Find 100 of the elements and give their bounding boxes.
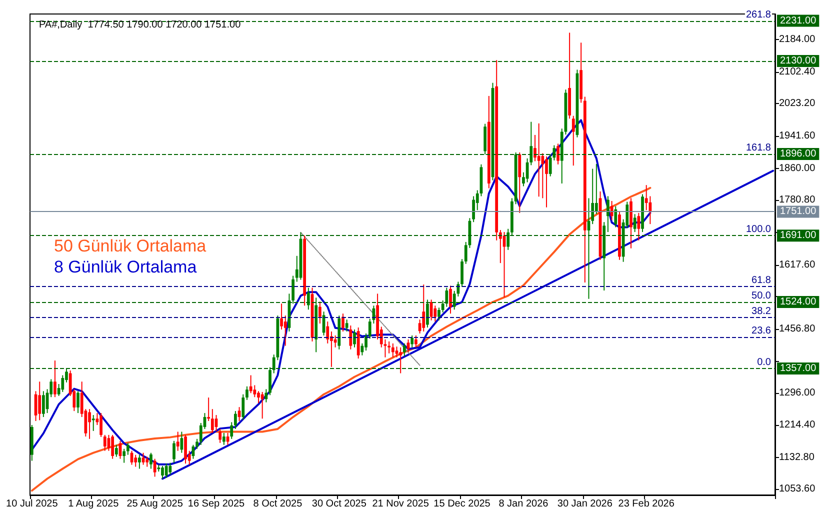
y-tick-label: 1132.80 <box>779 452 815 464</box>
candlestick <box>180 431 184 454</box>
ref-line-label: 1691.00 <box>780 230 817 242</box>
candlestick <box>460 258 464 288</box>
candlestick <box>353 328 356 348</box>
candlestick <box>176 431 180 452</box>
candlestick <box>402 342 406 357</box>
candlestick <box>633 214 636 233</box>
candlestick <box>306 287 310 310</box>
x-tick-label: 8 Oct 2025 <box>253 498 303 510</box>
y-tick-label: 2102.40 <box>779 66 816 78</box>
candlestick <box>218 428 222 444</box>
candlestick <box>556 143 560 165</box>
candlestick <box>472 196 475 223</box>
candlestick <box>449 285 452 314</box>
candlestick <box>364 332 368 352</box>
ref-line-label: 1524.00 <box>780 296 817 308</box>
candlestick <box>614 206 618 228</box>
candlestick <box>545 156 548 208</box>
y-tick-label: 1053.60 <box>779 484 816 495</box>
candlestick <box>422 284 426 332</box>
candlestick <box>426 299 429 328</box>
x-tick-label: 21 Nov 2025 <box>372 498 430 510</box>
candlestick <box>142 452 145 466</box>
candlestick <box>88 408 91 440</box>
candlestick <box>506 228 510 250</box>
candlestick <box>196 438 198 450</box>
x-tick-label: 16 Sep 2025 <box>188 498 246 510</box>
candlestick <box>161 465 164 480</box>
line-series <box>30 186 652 492</box>
candlestick <box>114 444 118 458</box>
annotation: 0.0 <box>757 356 772 368</box>
x-tick-label: 8 Jan 2026 <box>498 498 549 510</box>
y-tick-label: 1456.80 <box>779 323 816 334</box>
candlestick <box>126 442 130 456</box>
candlestick <box>230 422 234 440</box>
x-tick-label: 15 Dec 2025 <box>434 498 491 510</box>
x-tick-label: 23 Feb 2026 <box>618 498 675 510</box>
candlestick <box>122 448 126 464</box>
ref-line-label: 1751.00 <box>780 206 817 218</box>
candlestick <box>534 134 536 162</box>
x-tick-label: 1 Aug 2025 <box>68 498 120 510</box>
y-tick-label: 2184.00 <box>779 34 816 45</box>
y-tick-label: 1780.80 <box>779 194 816 206</box>
y-tick-label: 1860.00 <box>779 162 816 174</box>
candlestick <box>349 325 352 350</box>
candlestick <box>410 334 414 348</box>
candlestick <box>38 381 42 421</box>
y-tick-label: 1941.60 <box>779 130 816 142</box>
candlestick <box>606 196 610 233</box>
ref-line-label: 2130.00 <box>780 55 817 66</box>
candlestick <box>172 440 176 464</box>
annotation: 261.8 <box>746 9 772 20</box>
candlestick <box>318 301 322 324</box>
annotation: 50.0 <box>752 290 772 302</box>
x-tick-label: 30 Oct 2025 <box>312 498 367 510</box>
candlestick <box>268 366 272 396</box>
candlestick <box>280 303 283 330</box>
text: 50 Günlük Ortalama <box>54 236 207 256</box>
candlestick <box>264 388 268 403</box>
candlestick <box>92 414 95 432</box>
candlestick <box>438 307 440 321</box>
candlestick <box>246 386 248 400</box>
candlestick <box>164 463 168 478</box>
candlestick <box>134 454 138 468</box>
candlestick <box>61 374 64 392</box>
candlestick <box>100 412 102 438</box>
text: 8 Günlük Ortalama <box>54 258 198 277</box>
candlestick <box>103 434 106 452</box>
candlestick <box>184 434 187 464</box>
y-tick-label: 2023.20 <box>779 98 816 109</box>
annotation: 38.2 <box>752 306 772 318</box>
candlestick <box>284 315 287 346</box>
annotation: 100.0 <box>746 224 772 236</box>
candlestick <box>395 346 398 358</box>
ref-line-label: 2231.00 <box>780 15 817 26</box>
candlestick <box>42 390 45 418</box>
candlestick <box>434 305 437 322</box>
x-tick-label: 25 Aug 2025 <box>126 498 184 510</box>
candlestick <box>326 321 330 344</box>
candlestick <box>399 346 402 374</box>
ref-line-label: 1357.00 <box>780 362 817 374</box>
candlestick <box>207 397 210 422</box>
candlestick <box>76 390 80 414</box>
candlestick <box>292 275 294 304</box>
annotation: 23.6 <box>752 326 772 337</box>
candlestick <box>54 360 56 398</box>
ref-line-label: 1896.00 <box>780 148 817 160</box>
candlestick <box>150 452 152 470</box>
y-tick-label: 1296.00 <box>779 387 816 398</box>
candlestick <box>391 342 394 358</box>
candlestick <box>572 115 575 166</box>
annotation: 61.8 <box>752 275 772 286</box>
candlestick <box>257 390 260 404</box>
candlestick <box>260 391 264 420</box>
candlestick <box>537 122 540 198</box>
text: PA#,Daily 1774.50 1790.00 1720.00 1751.00 <box>39 20 242 30</box>
candlestick <box>210 408 214 434</box>
candlestick <box>234 410 237 430</box>
x-tick-label: 30 Jan 2026 <box>557 498 613 510</box>
